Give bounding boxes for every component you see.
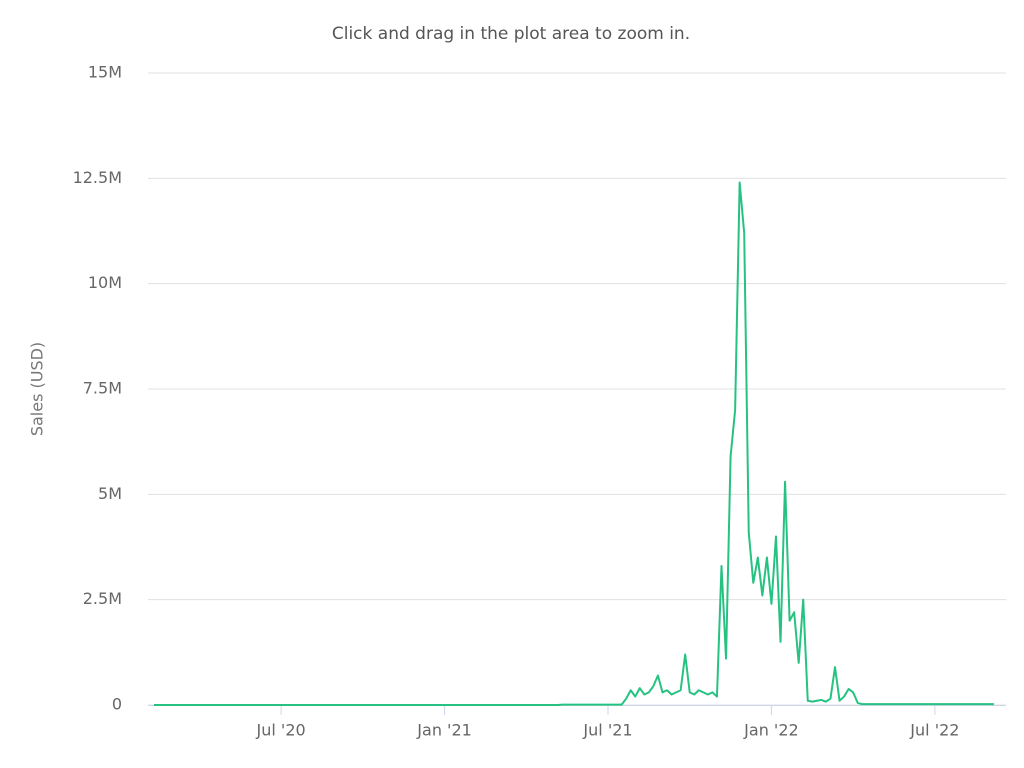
y-tick-label: 0 (112, 695, 122, 714)
y-axis-label: Sales (USD) (28, 342, 47, 436)
y-tick-label: 15M (88, 63, 122, 82)
y-tick-label: 5M (98, 484, 122, 503)
x-tick-label: Jul '20 (256, 721, 306, 740)
x-tick-label: Jul '22 (909, 721, 959, 740)
chart-subtitle: Click and drag in the plot area to zoom … (332, 24, 690, 44)
y-tick-label: 10M (88, 273, 122, 292)
x-tick-label: Jan '22 (743, 721, 799, 740)
x-tick-label: Jul '21 (582, 721, 632, 740)
y-tick-label: 2.5M (83, 589, 122, 608)
y-tick-label: 12.5M (73, 168, 122, 187)
y-tick-label: 7.5M (83, 379, 122, 398)
data-line (154, 181, 994, 706)
x-tick-label: Jan '21 (416, 721, 472, 740)
